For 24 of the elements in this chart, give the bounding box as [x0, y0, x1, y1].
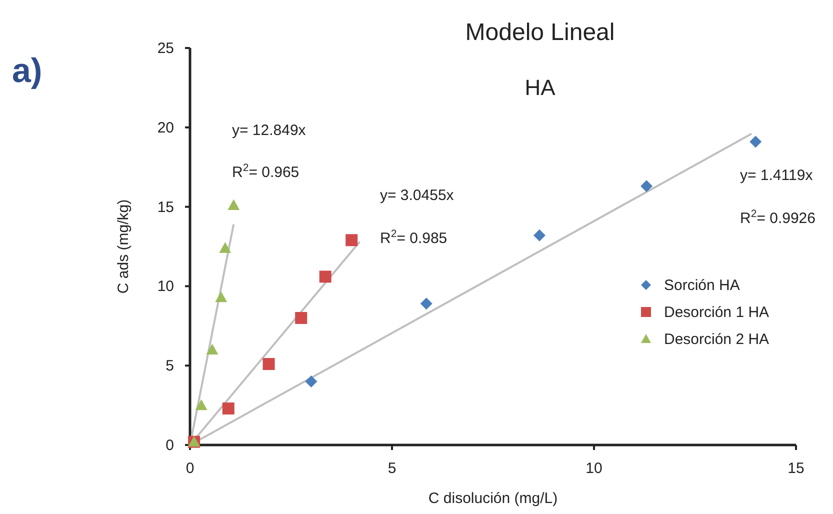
legend-label: Desorción 1 HA — [664, 304, 770, 321]
annotation: y= 3.0455x — [380, 187, 454, 204]
y-tick-label: 5 — [166, 358, 174, 375]
y-tick-label: 0 — [166, 437, 174, 454]
x-tick-label: 5 — [388, 460, 396, 477]
annotation: y= 1.4119x — [740, 167, 814, 184]
legend-label: Sorción HA — [664, 277, 740, 294]
y-axis-title: C ads (mg/kg) — [115, 199, 132, 294]
chart-title: Modelo Lineal — [465, 19, 615, 46]
annotation: R$^{2}$= 0.985 — [380, 228, 448, 247]
annotation: R$^{2}$= 0.965 — [232, 162, 300, 181]
legend-label: Desorción 2 HA — [664, 331, 770, 348]
annotation: y= 12.849x — [232, 122, 306, 139]
y-tick-label: 15 — [157, 198, 174, 216]
x-tick-label: 0 — [186, 460, 194, 477]
y-tick-label: 20 — [157, 119, 174, 136]
x-axis-title: C disolución (mg/L) — [428, 490, 558, 507]
x-tick-label: 15 — [788, 460, 804, 477]
text: HA — [524, 75, 556, 100]
text: a) — [12, 52, 42, 90]
y-tick-label: 25 — [157, 40, 174, 57]
x-tick-label: 10 — [586, 460, 602, 477]
annotation: R$^{2}$= 0.9926 — [740, 208, 816, 227]
y-tick-label: 10 — [157, 278, 174, 296]
